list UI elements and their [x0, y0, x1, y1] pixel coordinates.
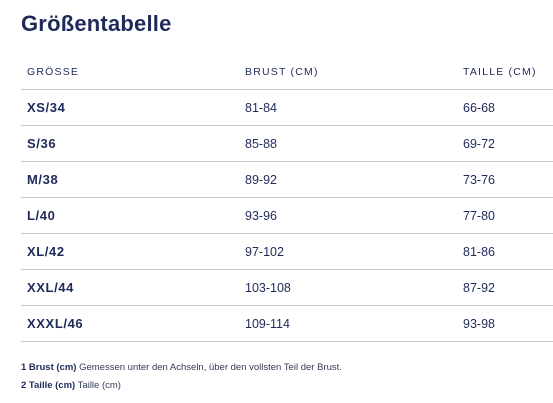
size-chart-table: GRÖSSE BRUST (CM) TAILLE (CM) XS/34 81-8…: [21, 55, 553, 342]
footnote-term: 2 Taille (cm): [21, 380, 76, 391]
footnote-text: Gemessen unter den Achseln, über den vol…: [79, 362, 342, 373]
table-row: XS/34 81-84 66-68: [21, 89, 553, 126]
size-value: S/36: [21, 125, 239, 162]
table-header-row: GRÖSSE BRUST (CM) TAILLE (CM): [21, 55, 553, 90]
size-value: XL/42: [21, 233, 239, 270]
taille-value: 87-92: [457, 269, 553, 306]
table-row: XXL/44 103-108 87-92: [21, 269, 553, 306]
table-row: L/40 93-96 77-80: [21, 197, 553, 234]
table-row: XL/42 97-102 81-86: [21, 233, 553, 270]
footnote-text: Taille (cm): [77, 380, 121, 391]
footnote-term: 1 Brust (cm): [21, 362, 77, 373]
taille-value: 77-80: [457, 197, 553, 234]
page-title: Größentabelle: [21, 11, 172, 36]
taille-value: 66-68: [457, 89, 553, 126]
brust-value: 97-102: [239, 233, 457, 270]
size-value: XXXL/46: [21, 305, 239, 342]
taille-value: 69-72: [457, 125, 553, 162]
size-value: M/38: [21, 161, 239, 198]
brust-value: 81-84: [239, 89, 457, 126]
table-row: XXXL/46 109-114 93-98: [21, 305, 553, 342]
brust-value: 93-96: [239, 197, 457, 234]
taille-value: 81-86: [457, 233, 553, 270]
footnote-taille: 2 Taille (cm) Taille (cm): [21, 377, 342, 395]
size-value: XS/34: [21, 89, 239, 126]
footnotes: 1 Brust (cm) Gemessen unter den Achseln,…: [21, 359, 342, 395]
taille-value: 93-98: [457, 305, 553, 342]
header-size: GRÖSSE: [21, 55, 239, 90]
brust-value: 85-88: [239, 125, 457, 162]
table-row: M/38 89-92 73-76: [21, 161, 553, 198]
size-value: L/40: [21, 197, 239, 234]
size-value: XXL/44: [21, 269, 239, 306]
header-brust: BRUST (CM): [239, 55, 457, 90]
table-row: S/36 85-88 69-72: [21, 125, 553, 162]
header-taille: TAILLE (CM): [457, 55, 553, 90]
brust-value: 109-114: [239, 305, 457, 342]
footnote-brust: 1 Brust (cm) Gemessen unter den Achseln,…: [21, 359, 342, 377]
brust-value: 103-108: [239, 269, 457, 306]
brust-value: 89-92: [239, 161, 457, 198]
taille-value: 73-76: [457, 161, 553, 198]
